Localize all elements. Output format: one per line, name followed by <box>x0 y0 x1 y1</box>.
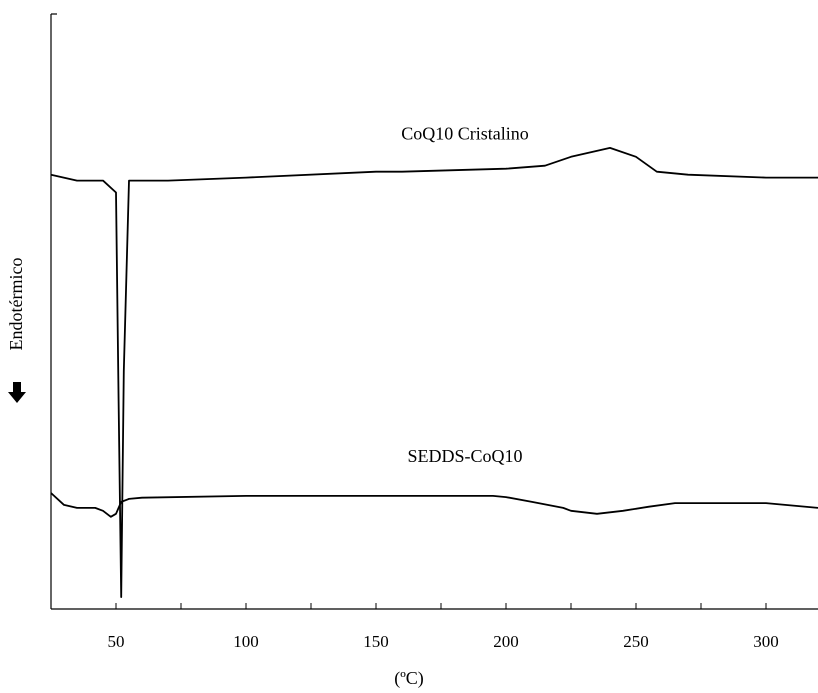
series-line-coq10-cristalino <box>50 147 818 598</box>
y-axis-title: Endotérmico <box>6 258 26 351</box>
x-tick-label: 100 <box>233 632 259 651</box>
x-tick-labels: 50 100 150 200 250 300 <box>108 632 779 651</box>
x-tick-label: 200 <box>493 632 519 651</box>
down-arrow-icon <box>8 382 26 403</box>
series-group <box>50 147 818 598</box>
series-labels: CoQ10 Cristalino SEDDS-CoQ10 <box>401 124 529 466</box>
axes <box>50 13 818 610</box>
x-tick-label: 250 <box>623 632 649 651</box>
x-tick-label: 300 <box>753 632 779 651</box>
series-label: SEDDS-CoQ10 <box>407 446 522 466</box>
x-tick-label: 50 <box>108 632 125 651</box>
y-axis-title-group: Endotérmico <box>6 258 26 403</box>
series-label: CoQ10 Cristalino <box>401 124 529 144</box>
x-axis-title: (ºC) <box>394 668 424 689</box>
x-ticks <box>50 603 767 609</box>
series-line-sedds-coq10 <box>50 492 818 518</box>
x-tick-label: 150 <box>363 632 389 651</box>
